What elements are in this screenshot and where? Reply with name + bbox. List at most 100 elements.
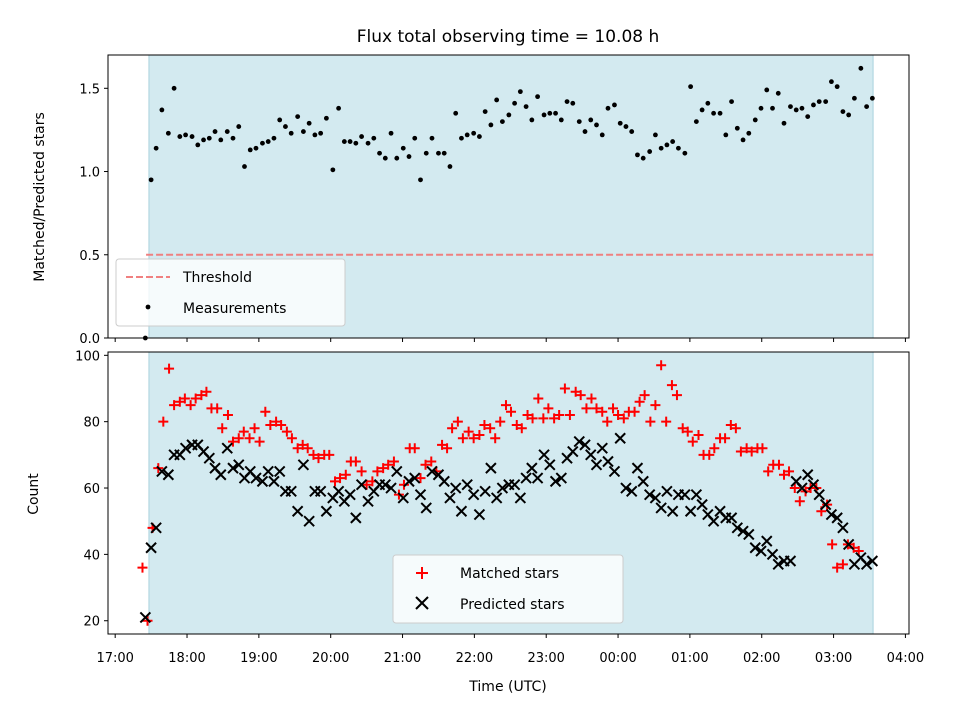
measurement-point — [729, 99, 734, 105]
matched-stars-point — [581, 403, 592, 414]
measurement-point — [429, 135, 435, 141]
matched-stars-point — [822, 499, 833, 510]
measurement-point — [840, 109, 846, 114]
predicted-stars-point — [766, 548, 779, 561]
matched-stars-point — [190, 393, 201, 404]
matched-stars-point — [693, 429, 704, 440]
measurement-point — [682, 150, 688, 156]
measurement-point — [359, 134, 364, 139]
predicted-stars-point — [590, 459, 603, 471]
measurement-point — [206, 135, 212, 141]
y-tick-label: 0.5 — [79, 249, 100, 264]
measurement-point — [788, 104, 793, 110]
matched-stars-point — [233, 433, 244, 444]
predicted-stars-point — [837, 522, 849, 534]
predicted-stars-point — [784, 555, 797, 567]
measurement-point — [506, 112, 512, 118]
matched-stars-point — [500, 400, 511, 411]
measurement-point — [471, 130, 477, 136]
matched-stars-point — [516, 423, 527, 434]
measurement-point — [148, 177, 154, 183]
measurement-point — [846, 112, 852, 118]
matched-stars-point — [677, 423, 688, 434]
matched-stars-point — [527, 413, 538, 424]
predicted-stars-point — [825, 508, 838, 521]
predicted-stars-point — [490, 492, 503, 504]
predicted-stars-point — [679, 488, 691, 501]
measurement-point — [734, 125, 740, 131]
x-tick-label: 17:00 — [96, 651, 133, 666]
measurement-point — [612, 102, 617, 108]
matched-stars-point — [463, 426, 474, 437]
predicted-stars-point — [842, 538, 855, 551]
measurement-point — [858, 65, 864, 71]
predicted-stars-point — [420, 502, 432, 514]
y-tick-label: 20 — [83, 615, 100, 630]
measurement-point — [341, 139, 347, 144]
measurement-point — [635, 152, 640, 158]
measurement-point — [746, 130, 752, 136]
measurement-point — [312, 132, 318, 138]
matched-stars-point — [281, 426, 292, 437]
predicted-stars-point — [273, 465, 286, 478]
measurement-point — [541, 112, 547, 118]
predicted-stars-point — [203, 452, 215, 464]
matched-stars-point — [720, 433, 731, 444]
predicted-stars-point — [362, 495, 374, 508]
matched-stars-point — [174, 396, 185, 407]
chart-title: Flux total observing time = 10.08 h — [357, 27, 660, 47]
matched-stars-point — [350, 456, 361, 467]
matched-stars-point — [709, 443, 720, 454]
predicted-stars-point — [414, 488, 427, 501]
measurement-point — [588, 117, 594, 123]
predicted-stars-point — [831, 512, 843, 524]
measurement-point — [664, 142, 670, 148]
measurement-point — [260, 140, 265, 146]
matched-stars-point — [666, 380, 677, 391]
measurement-point — [576, 119, 582, 124]
matched-stars-point — [457, 433, 468, 444]
predicted-stars-point — [303, 515, 315, 527]
matched-stars-point — [687, 436, 698, 447]
predicted-stars-point — [461, 478, 473, 491]
predicted-stars-point — [297, 459, 310, 471]
matched-stars-point — [137, 562, 148, 573]
measurement-point — [336, 105, 342, 111]
measurement-point — [306, 120, 312, 126]
plot-frame — [107, 54, 910, 339]
matched-stars-point — [388, 456, 399, 467]
matched-stars-point — [474, 429, 485, 440]
predicted-stars-point — [608, 465, 621, 478]
predicted-stars-point — [743, 528, 755, 541]
matched-legend-label: Matched stars — [460, 566, 559, 582]
measurement-point — [523, 104, 529, 110]
matched-stars-point — [661, 416, 672, 427]
predicted-stars-point — [256, 475, 269, 488]
measurements-legend-swatch — [145, 304, 151, 310]
predicted-stars-point — [755, 545, 767, 557]
measurement-point — [418, 177, 423, 183]
predicted-stars-point — [455, 505, 468, 517]
predicted-stars-point — [761, 535, 773, 547]
measurement-point — [412, 135, 418, 141]
measurement-point — [823, 99, 829, 105]
measurement-point — [388, 130, 394, 136]
measurement-point — [764, 87, 770, 93]
y-tick-label: 60 — [83, 482, 100, 497]
matched-stars-point — [794, 496, 805, 507]
predicted-stars-point — [514, 492, 527, 504]
matched-stars-point — [735, 446, 746, 457]
matched-stars-point — [265, 419, 276, 430]
predicted-stars-point — [403, 475, 415, 488]
predicted-stars-point — [385, 482, 397, 494]
measurement-point — [781, 120, 787, 126]
matched-stars-point — [212, 403, 223, 414]
measurement-point — [717, 110, 723, 116]
matched-stars-point — [495, 416, 506, 427]
matched-stars-point — [763, 466, 774, 477]
predicted-stars-point — [573, 435, 585, 448]
matched-stars-point — [704, 449, 715, 460]
matched-stars-point — [608, 403, 619, 414]
predicted-stars-point — [291, 505, 304, 517]
measurement-point — [371, 135, 377, 141]
